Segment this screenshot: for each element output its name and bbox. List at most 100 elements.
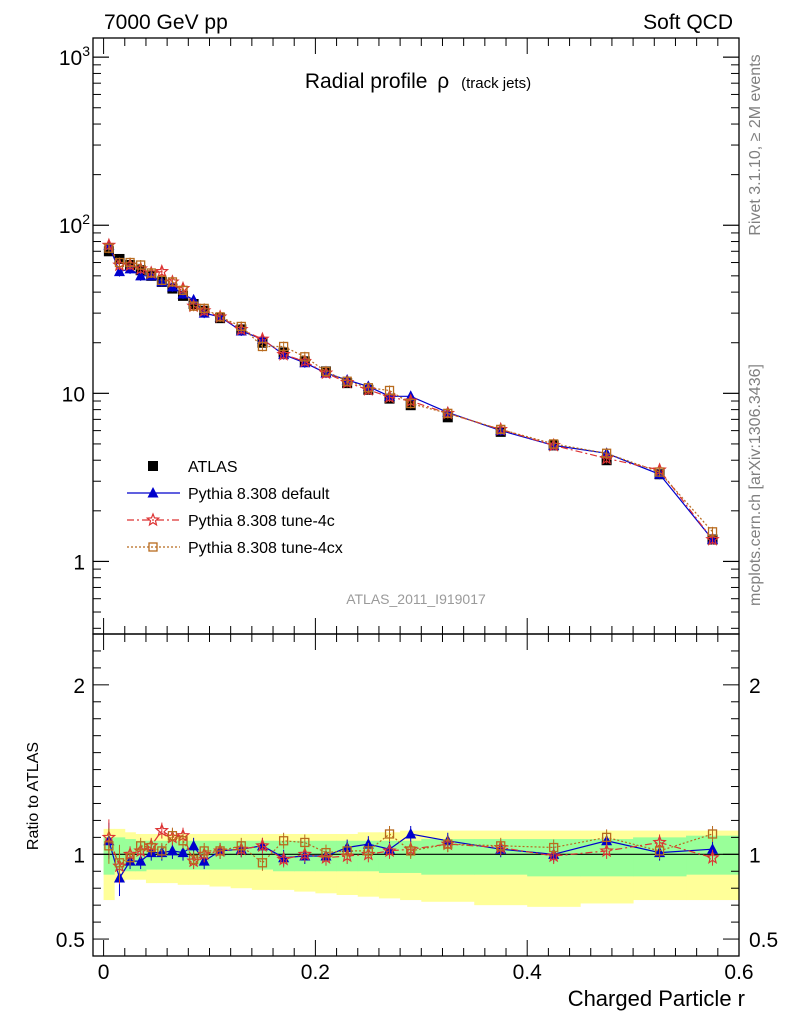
ratio-series-line — [108, 829, 713, 868]
x-axis-label: Charged Particle r — [568, 986, 745, 1011]
ratio-data-point — [125, 853, 135, 863]
ratio-data-point — [146, 842, 156, 853]
ratio-data-point — [342, 846, 352, 856]
data-point — [236, 321, 246, 332]
legend-label: Pythia 8.308 tune-4cx — [188, 540, 343, 557]
ratio-series-2 — [104, 825, 718, 881]
data-point — [382, 389, 397, 404]
ratio-data-point — [236, 841, 246, 851]
main-panel-axes: 1 10 102 103 — [59, 37, 740, 635]
ratio-data-point — [104, 841, 114, 851]
data-point — [113, 265, 125, 277]
data-point — [705, 531, 720, 546]
analysis-watermark: ATLAS_2011_I919017 — [346, 591, 486, 607]
ratio-series-line — [108, 833, 713, 864]
legend-marker — [148, 542, 158, 552]
legend: ATLAS Pythia 8.308 default Pythia 8.308 tu… — [127, 459, 343, 557]
data-point — [707, 527, 718, 537]
x-tick-label: 0.2 — [301, 961, 330, 984]
legend-label: Pythia 8.308 tune-4c — [188, 513, 335, 530]
ratio-data-point — [546, 848, 561, 863]
data-point — [154, 263, 170, 278]
ratio-data-point — [363, 846, 373, 856]
ratio-data-point — [177, 846, 189, 858]
data-point — [114, 257, 125, 268]
ratio-data-point — [215, 846, 225, 856]
data-point — [104, 243, 114, 253]
ratio-data-point — [188, 839, 200, 851]
legend-item: Pythia 8.308 default — [127, 486, 330, 503]
data-point — [496, 424, 506, 435]
x-tick-label: 0.6 — [724, 961, 753, 984]
ratio-y-tick-label-right: 1 — [749, 844, 761, 867]
main-panel-series — [101, 237, 720, 546]
header-category: Soft QCD — [643, 11, 733, 34]
data-point — [278, 341, 289, 352]
data-point — [146, 268, 156, 278]
data-point — [188, 301, 199, 311]
ratio-data-point — [300, 837, 310, 848]
header-energy: 7000 GeV pp — [104, 11, 228, 34]
data-point — [136, 260, 146, 270]
data-point — [178, 285, 188, 295]
ratio-data-point — [384, 829, 395, 839]
data-point — [167, 277, 178, 287]
data-point — [276, 346, 291, 361]
ratio-y-tick-label: 0.5 — [56, 929, 85, 952]
ratio-panel-bands — [93, 828, 740, 907]
series-3 — [104, 243, 718, 537]
ratio-data-point — [707, 843, 719, 854]
ratio-data-point — [601, 832, 612, 843]
ratio-panel-series — [101, 819, 720, 897]
data-point — [406, 398, 416, 409]
data-point — [135, 269, 147, 281]
ratio-data-point — [167, 831, 178, 841]
ratio-data-point — [255, 838, 270, 853]
ratio-data-point — [276, 851, 291, 866]
x-tick-label: 0 — [98, 961, 110, 984]
chart-title-text: Radial profile — [305, 70, 428, 93]
legend-label: Pythia 8.308 default — [188, 486, 330, 503]
ratio-panel-axes: 0.5 0.5 1 1 2 2 0 0.2 0.4 0.6 — [56, 633, 778, 984]
ratio-y-tick-label: 1 — [73, 844, 85, 867]
ratio-data-point — [154, 822, 170, 837]
ratio-data-point — [496, 841, 506, 851]
data-point — [215, 312, 225, 322]
data-point — [157, 275, 167, 286]
ratio-data-point — [443, 839, 453, 849]
chart-title-suffix: (track jets) — [461, 75, 531, 92]
data-point — [601, 448, 612, 458]
data-point — [443, 408, 453, 419]
y-tick-label: 102 — [59, 211, 90, 238]
data-point — [342, 376, 352, 386]
x-tick-label: 0.4 — [513, 961, 543, 984]
ratio-data-point — [705, 850, 720, 864]
data-point — [654, 467, 665, 477]
legend-marker — [145, 512, 161, 527]
ratio-data-point — [135, 855, 147, 866]
data-point — [199, 303, 209, 314]
data-point — [257, 341, 268, 352]
legend-marker — [147, 487, 159, 498]
legend-marker — [148, 461, 158, 471]
y-axis-label-ratio: Ratio to ATLAS — [25, 742, 42, 850]
y-tick-label: 10 — [62, 383, 85, 406]
ratio-data-point — [406, 846, 416, 856]
y-tick-label: 1 — [73, 551, 85, 574]
ratio-data-point — [257, 858, 268, 868]
data-point — [300, 352, 310, 362]
ratio-data-point — [278, 836, 289, 846]
legend-item: Pythia 8.308 tune-4c — [127, 512, 335, 530]
mcplots-reference-label: mcplots.cern.ch [arXiv:1306.3436] — [747, 364, 764, 606]
ratio-y-tick-label-right: 2 — [749, 675, 761, 698]
ratio-data-point — [136, 841, 146, 851]
series-line — [108, 247, 713, 533]
data-point — [549, 439, 559, 449]
y-tick-label: 103 — [59, 43, 90, 70]
chart-title: Radial profile ρ (track jets) — [305, 70, 531, 93]
ratio-data-point — [297, 846, 313, 861]
ratio-data-point — [707, 829, 718, 839]
data-point — [363, 383, 373, 393]
data-point — [125, 257, 135, 268]
